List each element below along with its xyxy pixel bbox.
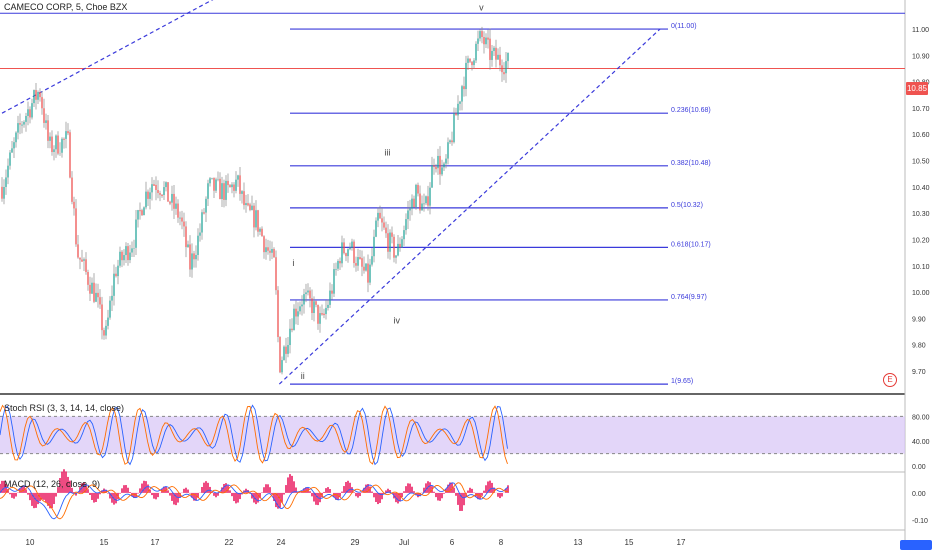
price-tick-label: 10.50 [912, 159, 930, 166]
price-tick-label: 10.70 [912, 106, 930, 113]
candles-group [1, 26, 509, 375]
time-tick-label: 15 [100, 538, 109, 547]
lower-trendline [278, 28, 661, 385]
time-tick-label: 17 [151, 538, 160, 547]
wave-label: v [479, 3, 484, 13]
wave-label: i [292, 258, 294, 268]
fib-level-label: 0.236(10.68) [671, 107, 711, 114]
time-tick-label: 29 [351, 538, 360, 547]
fib-level-label: 0(11.00) [671, 23, 697, 30]
price-tick-label: 10.40 [912, 185, 930, 192]
stoch-rsi-k-line [0, 404, 508, 466]
macd-signal-line [0, 482, 508, 520]
wave-label: ii [301, 371, 305, 381]
stoch-rsi-d-line [0, 404, 508, 465]
price-tick-label: 10.90 [912, 53, 930, 60]
macd-macd-line [0, 482, 509, 520]
last-price-badge: 10.85 [906, 82, 928, 95]
price-tick-label: 10.00 [912, 290, 930, 297]
time-tick-label: 10 [26, 538, 35, 547]
fib-level-label: 0.5(10.32) [671, 202, 703, 209]
stoch-rsi-tick-label: 40.00 [912, 439, 930, 446]
stoch-rsi-tick-label: 80.00 [912, 414, 930, 421]
macd-label: MACD (12, 26, close, 9) [4, 479, 101, 489]
time-tick-label: 6 [450, 538, 455, 547]
stoch-rsi-tick-label: 0.00 [912, 464, 926, 471]
stoch-rsi-label: Stoch RSI (3, 3, 14, 14, close) [4, 403, 125, 413]
earnings-event-badge[interactable]: E [883, 373, 897, 387]
fib-level-label: 1(9.65) [671, 378, 693, 385]
price-tick-label: 10.10 [912, 264, 930, 271]
tradingview-logo [900, 540, 932, 550]
time-tick-label: 13 [574, 538, 583, 547]
macd-tick-label: -0.10 [912, 518, 928, 525]
fib-level-label: 0.764(9.97) [671, 294, 707, 301]
price-tick-label: 10.20 [912, 237, 930, 244]
price-tick-label: 11.00 [912, 27, 929, 34]
fib-level-label: 0.382(10.48) [671, 160, 711, 167]
price-tick-label: 10.30 [912, 211, 930, 218]
time-tick-label: 24 [277, 538, 286, 547]
fib-level-label: 0.618(10.17) [671, 241, 711, 248]
time-tick-label: 17 [677, 538, 686, 547]
wave-label: iii [384, 147, 390, 157]
price-tick-label: 9.70 [912, 369, 926, 376]
time-tick-label: Jul [399, 538, 409, 547]
stoch-rsi-band [0, 416, 905, 454]
price-tick-label: 9.90 [912, 316, 926, 323]
wave-label: iv [394, 316, 401, 326]
price-tick-label: 10.60 [912, 132, 930, 139]
macd-tick-label: 0.00 [912, 491, 926, 498]
time-tick-label: 8 [499, 538, 504, 547]
time-tick-label: 22 [225, 538, 234, 547]
time-tick-label: 15 [625, 538, 634, 547]
chart-title: CAMECO CORP, 5, Choe BZX [4, 2, 128, 12]
price-tick-label: 9.80 [912, 343, 926, 350]
